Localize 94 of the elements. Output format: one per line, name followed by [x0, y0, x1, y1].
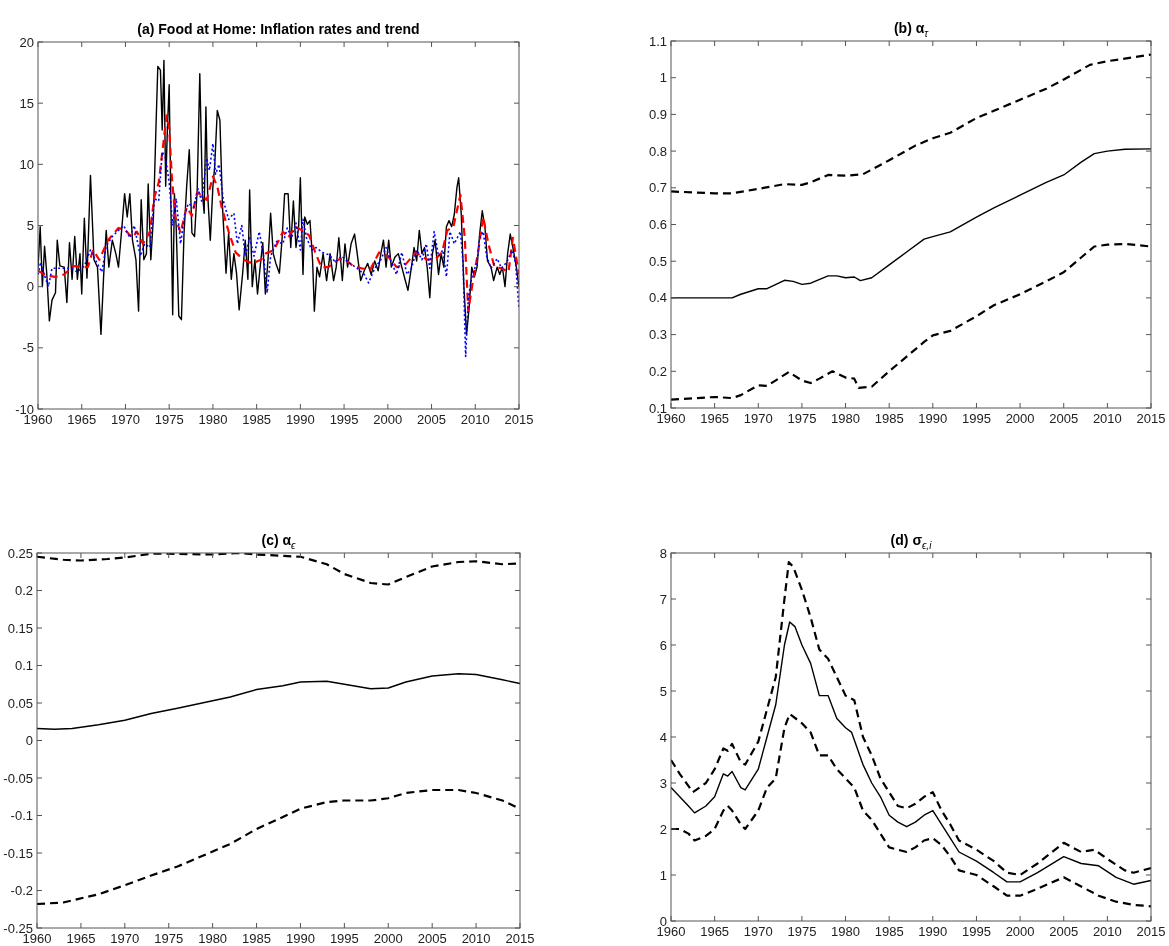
y-tick-label: 4	[659, 729, 667, 745]
x-tick-label: 1990	[285, 412, 315, 427]
y-tick-label: 7	[659, 591, 667, 607]
x-tick-label: 1970	[110, 931, 140, 946]
y-tick-label: 0.4	[648, 290, 667, 306]
x-tick-label: 2015	[505, 931, 535, 946]
y-tick-label: 0.5	[648, 253, 667, 269]
x-tick-label: 1985	[874, 411, 904, 426]
y-tick-label: 0.8	[648, 143, 667, 159]
x-tick-label: 2005	[1049, 411, 1079, 426]
x-tick-label: 2015	[1136, 411, 1166, 426]
x-tick-label: 1960	[22, 931, 52, 946]
x-tick-label: 1980	[198, 931, 228, 946]
x-tick-label: 2015	[504, 412, 534, 427]
y-tick-label: 0.1	[14, 658, 33, 673]
x-tick-label: 1965	[66, 931, 96, 946]
line-series	[671, 621, 1151, 885]
y-tick-label: 0.9	[648, 106, 667, 122]
y-tick-label: 1	[659, 70, 667, 86]
y-tick-label: 0.2	[14, 583, 33, 598]
x-tick-label: 1995	[329, 931, 359, 946]
x-tick-label: 2010	[1092, 411, 1122, 426]
y-tick-label: -0.15	[3, 845, 33, 861]
x-tick-label: 2005	[1049, 924, 1079, 939]
x-tick-label: 2005	[417, 412, 447, 427]
x-tick-label: 1995	[961, 924, 991, 939]
x-tick-label: 1970	[743, 411, 773, 426]
y-tick-label: 15	[19, 95, 34, 111]
line-series	[671, 561, 1151, 877]
y-tick-label: 20	[19, 34, 34, 50]
line-series	[38, 59, 519, 336]
x-tick-label: 1990	[285, 931, 315, 946]
y-tick-label: 3	[659, 775, 667, 791]
x-tick-label: 1990	[918, 924, 948, 939]
y-tick-label: 5	[659, 683, 667, 699]
y-tick-label: 8	[659, 545, 667, 561]
y-tick-label: 0.7	[648, 180, 667, 196]
y-tick-label: 0.15	[7, 620, 33, 636]
x-tick-label: 1965	[67, 412, 97, 427]
line-series	[38, 142, 519, 358]
chart-title: (c) α$_{ϵ}$	[261, 532, 297, 551]
x-tick-label: 2000	[373, 931, 403, 946]
x-tick-label: 1980	[198, 412, 228, 427]
x-tick-label: 2000	[1005, 924, 1035, 939]
y-tick-label: 0.05	[7, 695, 33, 711]
y-tick-label: 5	[26, 218, 34, 233]
x-tick-label: 1995	[961, 411, 991, 426]
x-tick-label: 1975	[154, 931, 184, 946]
x-tick-label: 1985	[874, 924, 904, 939]
x-tick-label: 1970	[110, 412, 140, 427]
chart-title: (d) σ$_{ϵ,i}$	[890, 532, 933, 551]
y-tick-label: -0.05	[3, 770, 33, 786]
x-tick-label: 1965	[700, 411, 730, 426]
x-tick-label: 1960	[656, 924, 686, 939]
x-tick-label: 1980	[831, 411, 861, 426]
x-tick-label: 1980	[831, 924, 861, 939]
y-tick-label: 0.25	[7, 545, 33, 561]
y-tick-label: -0.2	[10, 883, 33, 898]
line-series	[671, 53, 1151, 195]
x-tick-label: 1960	[23, 412, 53, 427]
x-tick-label: 2000	[373, 412, 403, 427]
line-series	[37, 673, 520, 730]
y-tick-label: 2	[659, 821, 667, 837]
x-tick-label: 1975	[787, 924, 817, 939]
y-tick-label: -0.1	[10, 808, 33, 823]
x-tick-label: 2010	[460, 412, 490, 427]
x-tick-label: 1965	[700, 924, 730, 939]
x-tick-label: 1975	[787, 411, 817, 426]
x-tick-label: 2010	[1092, 924, 1122, 939]
x-tick-label: 2010	[461, 931, 491, 946]
chart-title: (b) α$_{τ}$	[893, 20, 930, 39]
y-tick-label: -5	[22, 340, 34, 356]
y-tick-label: 1.1	[648, 33, 667, 49]
x-tick-label: 1970	[743, 924, 773, 939]
x-tick-label: 1995	[329, 412, 359, 427]
x-tick-label: 1975	[154, 412, 184, 427]
y-tick-label: 6	[659, 637, 667, 653]
x-tick-label: 2015	[1136, 924, 1166, 939]
x-tick-label: 1985	[242, 412, 272, 427]
chart-title: (a) Food at Home: Inflation rates and trend	[137, 21, 420, 37]
x-tick-label: 1990	[918, 411, 948, 426]
line-series	[671, 242, 1151, 401]
x-tick-label: 2005	[417, 931, 447, 946]
y-tick-label: 0.6	[648, 217, 667, 232]
y-tick-label: 1	[659, 867, 667, 883]
y-tick-label: 0.3	[648, 327, 667, 343]
x-tick-label: 1960	[656, 411, 686, 426]
y-tick-label: 0.2	[648, 363, 667, 379]
y-tick-label: 0	[25, 733, 33, 748]
x-tick-label: 2000	[1005, 411, 1035, 426]
y-tick-label: 0	[26, 279, 34, 295]
line-series	[38, 114, 519, 313]
x-tick-label: 1985	[242, 931, 272, 946]
y-tick-label: 10	[19, 156, 34, 172]
